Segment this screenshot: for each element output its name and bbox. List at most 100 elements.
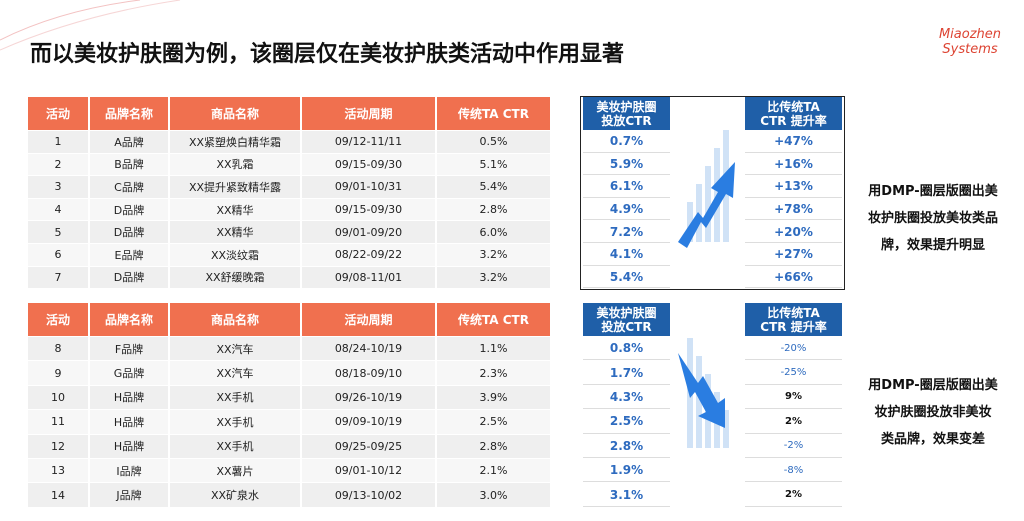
panel-cell: 4.1% — [583, 244, 670, 266]
text-line: 用DMP-圈层版圈出美 — [868, 183, 998, 199]
table-cell: XX舒缓晚霜 — [170, 266, 300, 289]
text-line: 牌，效果提升明显 — [880, 237, 985, 253]
table-cell: 09/15-09/30 — [302, 153, 435, 176]
panel-frame — [580, 96, 845, 291]
panel-cell: 3.1% — [583, 483, 670, 507]
table-cell: 0.5% — [437, 131, 550, 153]
table-cell: 14 — [28, 483, 88, 507]
table-header: 活动 — [28, 303, 88, 336]
table-cell: XX汽车 — [170, 361, 300, 385]
table-cell: I品牌 — [90, 459, 168, 483]
table-cell: XX手机 — [170, 410, 300, 434]
table-cell: 10 — [28, 385, 88, 410]
table-cell: H品牌 — [90, 410, 168, 434]
table-cell: G品牌 — [90, 361, 168, 385]
table-cell: 08/22-09/22 — [302, 244, 435, 266]
text-line: 妆护肤圈投放非美妆 — [874, 404, 992, 420]
table-header: 活动周期 — [302, 303, 435, 336]
text-line: 比传统TA — [767, 305, 820, 320]
table-header: 传统TA CTR — [437, 97, 550, 130]
table-header: 商品名称 — [170, 303, 300, 336]
table-cell: F品牌 — [90, 337, 168, 361]
down-arrow — [678, 338, 729, 448]
table-cell: 3 — [28, 176, 88, 198]
table-cell: 3.2% — [437, 244, 550, 266]
table-cell: 5.1% — [437, 153, 550, 176]
table-cell: 9 — [28, 361, 88, 385]
table-cell: 09/12-11/11 — [302, 131, 435, 153]
panel-cell: 7.2% — [583, 221, 670, 243]
text-line: 美妆护肤圈 — [596, 99, 657, 114]
text-line: 投放CTR — [601, 113, 652, 128]
table-cell: 09/09-10/19 — [302, 410, 435, 434]
table-cell: XX精华 — [170, 198, 300, 221]
table-cell: 8 — [28, 337, 88, 361]
panel-cell: +27% — [745, 244, 842, 266]
panel-cell: -2% — [745, 435, 842, 458]
panel-cell: 4.9% — [583, 199, 670, 221]
table-cell: XX提升紧致精华露 — [170, 176, 300, 198]
panel-cell: +78% — [745, 199, 842, 221]
panel-cell: 5.9% — [583, 154, 670, 176]
table-cell: 4 — [28, 198, 88, 221]
decor — [0, 0, 181, 51]
text-line: 投放CTR — [601, 319, 652, 334]
note: 用DMP-圈层版圈出美 妆护肤圈投放非美妆 类品牌，效果变差 — [848, 370, 1018, 454]
table-cell: 2.8% — [437, 198, 550, 221]
panel-cell: 2.5% — [583, 410, 670, 434]
table-header: 活动 — [28, 97, 88, 130]
table-cell: 09/15-09/30 — [302, 198, 435, 221]
logo-line: Miaozhen — [938, 27, 1002, 42]
table-cell: 09/08-11/01 — [302, 266, 435, 289]
panel-cell: 2% — [745, 410, 842, 434]
table-cell: 2.5% — [437, 410, 550, 434]
panel-cell: +13% — [745, 176, 842, 198]
table-cell: J品牌 — [90, 483, 168, 507]
logo: Miaozhen Systems — [930, 20, 1010, 64]
table-cell: 09/01-10/12 — [302, 459, 435, 483]
text-line: 类品牌，效果变差 — [880, 431, 985, 447]
table-cell: 09/01-10/31 — [302, 176, 435, 198]
panel-cell: 6.1% — [583, 176, 670, 198]
note: 用DMP-圈层版圈出美 妆护肤圈投放美妆类品 牌，效果提升明显 — [848, 176, 1018, 260]
table-cell: 08/24-10/19 — [302, 337, 435, 361]
table-header: 活动周期 — [302, 97, 435, 130]
panel-cell: -8% — [745, 459, 842, 483]
table-cell: XX手机 — [170, 434, 300, 458]
table-cell: B品牌 — [90, 153, 168, 176]
table-cell: C品牌 — [90, 176, 168, 198]
panel-cell: 2% — [745, 483, 842, 507]
panel-header: 美妆护肤圈 投放CTR — [583, 97, 670, 130]
table-cell: 2.3% — [437, 361, 550, 385]
table-cell: 1 — [28, 131, 88, 153]
table-header: 传统TA CTR — [437, 303, 550, 336]
table-cell: 09/25-09/25 — [302, 434, 435, 458]
table-cell: A品牌 — [90, 131, 168, 153]
table-cell: D品牌 — [90, 266, 168, 289]
panel-cell: +20% — [745, 221, 842, 243]
table-cell: XX矿泉水 — [170, 483, 300, 507]
text-line: 用DMP-圈层版圈出美 — [868, 377, 998, 393]
table-header: 商品名称 — [170, 97, 300, 130]
table-cell: 3.0% — [437, 483, 550, 507]
table-cell: XX紧塑焕白精华霜 — [170, 131, 300, 153]
up-arrow — [678, 130, 735, 248]
panel-header: 比传统TA CTR 提升率 — [745, 97, 842, 130]
text-line: 美妆护肤圈 — [596, 305, 657, 320]
panel-cell: 1.7% — [583, 361, 670, 385]
table-cell: 2 — [28, 153, 88, 176]
text-line: CTR 提升率 — [760, 319, 827, 334]
panel-cell: 9% — [745, 386, 842, 410]
panel-cell: 0.7% — [583, 131, 670, 153]
table-cell: D品牌 — [90, 221, 168, 243]
panel-header: 比传统TA CTR 提升率 — [745, 303, 842, 336]
table-cell: 09/26-10/19 — [302, 385, 435, 410]
table-cell: D品牌 — [90, 198, 168, 221]
table-cell: 08/18-09/10 — [302, 361, 435, 385]
table-cell: XX手机 — [170, 385, 300, 410]
text-line: CTR 提升率 — [760, 113, 827, 128]
panel-cell: 0.8% — [583, 337, 670, 361]
table-cell: 5.4% — [437, 176, 550, 198]
table-cell: 11 — [28, 410, 88, 434]
